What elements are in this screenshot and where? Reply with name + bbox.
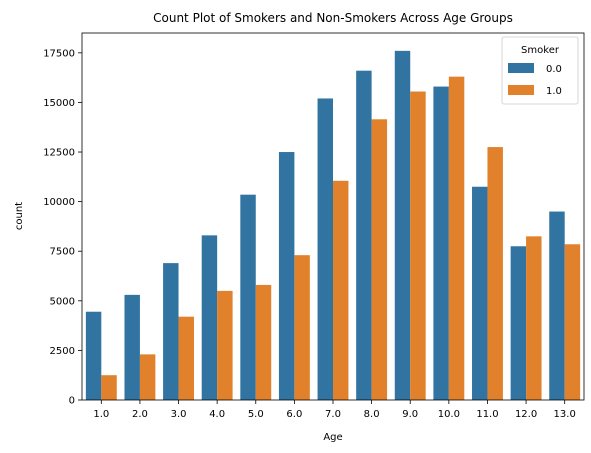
- legend: Smoker 0.0 1.0: [501, 36, 579, 105]
- y-tick-label: 2500: [50, 346, 75, 357]
- bar-series-1-3.0: [178, 316, 194, 400]
- bar-series-1-5.0: [255, 284, 272, 400]
- y-tick-label: 0: [69, 396, 75, 407]
- x-tick-label: 3.0: [171, 409, 187, 420]
- bar-series-1-1.0: [101, 375, 117, 400]
- bar-series-1-8.0: [371, 119, 388, 400]
- x-tick-label: 13.0: [554, 409, 576, 420]
- bar-series-1-7.0: [333, 180, 349, 400]
- x-tick-label: 2.0: [132, 409, 148, 420]
- bar-series-0-6.0: [278, 152, 295, 400]
- bar-series-0-10.0: [433, 86, 449, 400]
- bar-series-1-9.0: [410, 91, 426, 401]
- x-tick-label: 10.0: [438, 409, 460, 420]
- bar-series-0-12.0: [510, 246, 527, 400]
- bars-layer: [85, 50, 581, 401]
- x-axis-title: Age: [323, 432, 342, 443]
- y-axis: 0 2500 5000 7500 10000 12500 15000 17500: [43, 48, 82, 407]
- y-tick-label: 5000: [50, 296, 75, 307]
- x-tick-label: 4.0: [209, 409, 225, 420]
- bar-series-0-8.0: [356, 70, 372, 400]
- y-tick-label: 17500: [43, 48, 75, 59]
- legend-label-0: 0.0: [546, 64, 562, 75]
- bar-series-1-4.0: [217, 290, 233, 400]
- legend-label-1: 1.0: [546, 86, 562, 97]
- bar-series-0-9.0: [394, 50, 411, 400]
- legend-swatch-0: [508, 63, 534, 73]
- bar-series-1-12.0: [526, 236, 542, 400]
- y-axis-title: count: [14, 202, 25, 230]
- bar-series-0-5.0: [240, 194, 256, 400]
- bar-series-1-13.0: [564, 244, 581, 400]
- bar-series-0-3.0: [163, 263, 179, 400]
- x-tick-label: 11.0: [476, 409, 498, 420]
- x-axis: 1.0 2.0 3.0 4.0 5.0 6.0 7.0 8.0 9.0 10.0 11.0 12.0 1…: [93, 400, 576, 420]
- y-tick-label: 15000: [43, 98, 75, 109]
- plot-frame: [81, 32, 585, 401]
- bar-series-1-6.0: [294, 255, 310, 400]
- legend-swatch-1: [508, 85, 534, 95]
- bar-series-1-11.0: [487, 147, 503, 400]
- bar-series-1-2.0: [139, 354, 156, 400]
- bar-series-0-7.0: [317, 98, 333, 401]
- x-tick-label: 7.0: [325, 409, 341, 420]
- chart-title: Count Plot of Smokers and Non-Smokers Ac…: [153, 11, 513, 25]
- x-tick-label: 9.0: [402, 409, 418, 420]
- bar-series-0-11.0: [472, 186, 488, 400]
- bar-series-1-10.0: [448, 76, 465, 400]
- bar-series-0-13.0: [549, 211, 565, 400]
- y-tick-label: 12500: [43, 148, 75, 159]
- x-tick-label: 12.0: [515, 409, 537, 420]
- bar-series-0-1.0: [85, 311, 102, 400]
- bar-series-0-4.0: [201, 235, 218, 400]
- bar-series-0-2.0: [124, 294, 140, 400]
- x-tick-label: 5.0: [248, 409, 264, 420]
- legend-title: Smoker: [521, 45, 560, 56]
- x-tick-label: 8.0: [364, 409, 380, 420]
- x-tick-label: 1.0: [93, 409, 109, 420]
- y-tick-label: 10000: [43, 197, 75, 208]
- y-tick-label: 7500: [50, 247, 75, 258]
- x-tick-label: 6.0: [286, 409, 302, 420]
